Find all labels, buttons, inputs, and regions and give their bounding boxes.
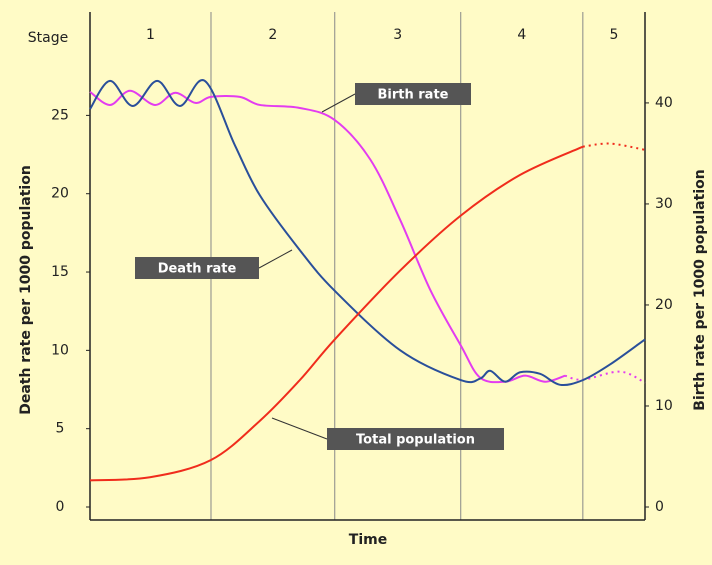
- callout-box: [327, 428, 504, 450]
- stage-name: 3: [393, 27, 402, 43]
- stage-name: 4: [517, 27, 526, 43]
- y2-tick-label: 10: [655, 398, 673, 414]
- x-axis-label: Time: [349, 532, 387, 548]
- y-axis-label: Death rate per 1000 population: [18, 165, 34, 415]
- callout-pointer: [271, 417, 328, 440]
- callout-box: [355, 83, 471, 105]
- y2-tick-label: 0: [655, 499, 664, 515]
- y-tick-label: 0: [56, 499, 65, 515]
- y-tick-label: 5: [56, 421, 65, 437]
- callout-box: [135, 257, 259, 279]
- y2-tick-label: 40: [655, 95, 673, 111]
- y-tick-label: 25: [51, 107, 69, 123]
- stage-label: Stage: [28, 30, 68, 46]
- callout-label: Death rate: [158, 262, 237, 277]
- stage-name: 1: [146, 27, 155, 43]
- stage-name: 2: [268, 27, 277, 43]
- y2-axis-label: Birth rate per 1000 population: [692, 169, 708, 410]
- callout-label: Birth rate: [378, 88, 449, 103]
- y2-tick-label: 20: [655, 297, 673, 313]
- y-tick-label: 20: [51, 186, 69, 202]
- series-line: [89, 79, 646, 387]
- y-tick-label: 15: [51, 264, 69, 280]
- callout-pointer: [321, 93, 356, 113]
- stage-name: 5: [609, 27, 618, 43]
- series-line: [89, 145, 584, 482]
- callout-pointer: [258, 249, 293, 269]
- y-tick-label: 10: [51, 342, 69, 358]
- series-line: [89, 89, 566, 384]
- series-line-projected: [582, 142, 646, 151]
- series-line-projected: [564, 370, 646, 384]
- y2-tick-label: 30: [655, 196, 673, 212]
- callout-label: Total population: [356, 433, 475, 448]
